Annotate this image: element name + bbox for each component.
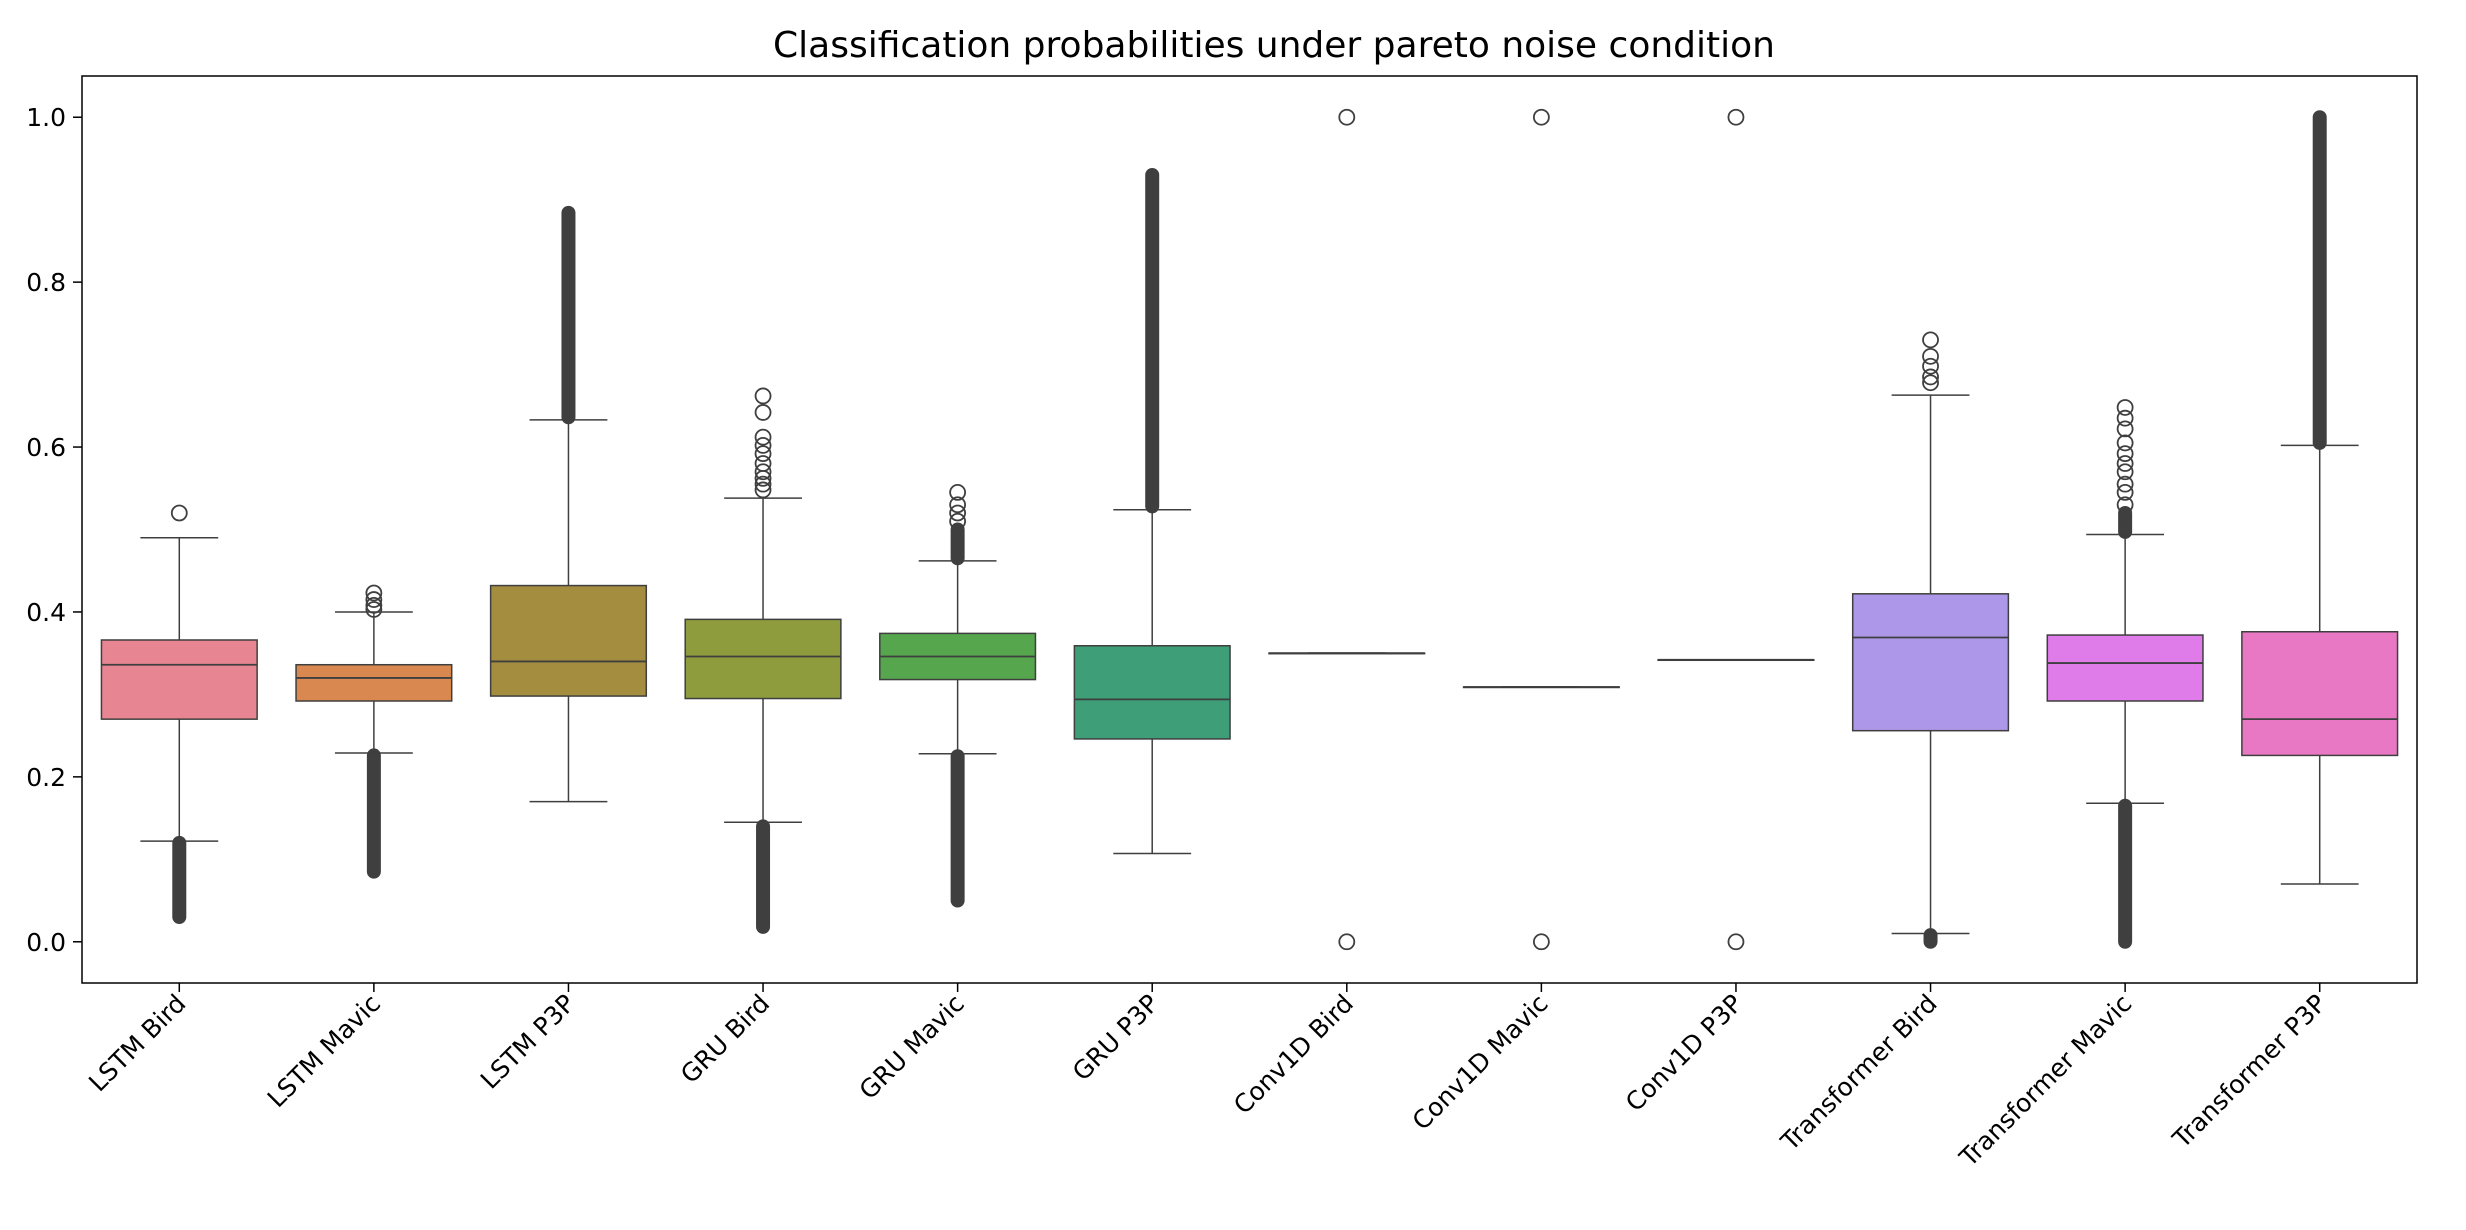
outlier-point bbox=[1922, 331, 1939, 349]
outlier-point bbox=[754, 455, 772, 472]
outlier-point bbox=[754, 445, 772, 463]
x-tick-label: Conv1D Mavic bbox=[1407, 989, 1554, 1136]
y-tick-label: 0.0 bbox=[26, 928, 66, 957]
outlier-point bbox=[2116, 463, 2134, 481]
outlier-point bbox=[2116, 434, 2134, 452]
x-tick-label: Conv1D Bird bbox=[1228, 989, 1359, 1120]
box-iqr bbox=[295, 663, 453, 702]
outlier-point bbox=[1532, 933, 1550, 951]
box-group bbox=[1657, 108, 1815, 951]
y-tick-label: 0.8 bbox=[26, 268, 66, 297]
boxes-layer bbox=[100, 108, 2399, 951]
box-iqr bbox=[684, 618, 842, 700]
y-tick-label: 0.2 bbox=[26, 763, 66, 792]
box-group bbox=[489, 205, 648, 803]
box-group bbox=[1268, 108, 1426, 951]
box-group bbox=[684, 387, 842, 934]
box-iqr bbox=[1073, 645, 1231, 740]
box-group bbox=[100, 504, 258, 925]
x-tick-label: Transformer Mavic bbox=[1953, 989, 2137, 1173]
outlier-point bbox=[365, 591, 383, 608]
outlier-point bbox=[2116, 483, 2134, 501]
x-tick-label: GRU Mavic bbox=[854, 989, 970, 1105]
outlier-point bbox=[2116, 420, 2134, 438]
outlier-point bbox=[754, 475, 772, 493]
outlier-point bbox=[2116, 445, 2134, 463]
box-group bbox=[1462, 108, 1620, 951]
outlier-point bbox=[1727, 108, 1745, 126]
outlier-point bbox=[365, 584, 383, 602]
y-tick-label: 0.4 bbox=[26, 598, 66, 627]
x-tick-label: Transformer Bird bbox=[1775, 989, 1943, 1157]
outlier-point bbox=[2116, 455, 2134, 472]
outlier-point bbox=[1727, 933, 1745, 951]
outlier-point bbox=[1922, 347, 1939, 365]
outlier-point bbox=[754, 428, 772, 446]
box-iqr bbox=[100, 639, 258, 720]
outlier-point bbox=[1338, 108, 1356, 126]
outlier-point bbox=[1922, 368, 1939, 386]
outlier-point bbox=[2116, 409, 2134, 427]
outlier-point bbox=[754, 463, 772, 481]
box-iqr bbox=[489, 584, 648, 697]
outlier-point bbox=[1922, 374, 1939, 392]
x-tick-label: GRU P3P bbox=[1067, 989, 1165, 1087]
box-iqr bbox=[1851, 593, 2010, 732]
box-group bbox=[295, 584, 453, 879]
y-axis: 0.0 0.2 0.4 0.6 0.8 1.0 bbox=[26, 103, 82, 957]
box-iqr bbox=[2046, 634, 2204, 702]
outlier-point bbox=[2116, 475, 2134, 493]
chart-title: Classification probabilities under paret… bbox=[773, 25, 1775, 66]
box-group bbox=[1851, 331, 2010, 949]
outlier-point bbox=[949, 512, 967, 530]
x-tick-label: Conv1D P3P bbox=[1620, 989, 1748, 1117]
box-group bbox=[2046, 399, 2204, 949]
box-group bbox=[2241, 110, 2399, 885]
x-tick-label: GRU Bird bbox=[675, 989, 775, 1089]
y-tick-label: 1.0 bbox=[26, 103, 66, 132]
outlier-point bbox=[949, 504, 967, 522]
y-tick-label: 0.6 bbox=[26, 433, 66, 462]
outlier-point bbox=[754, 387, 772, 405]
box-group bbox=[879, 483, 1037, 908]
outlier-point bbox=[2116, 496, 2134, 514]
outlier-point bbox=[2116, 399, 2134, 416]
outlier-point bbox=[754, 404, 772, 421]
box-iqr bbox=[2241, 630, 2399, 757]
x-tick-label: LSTM Bird bbox=[83, 989, 191, 1097]
outlier-point bbox=[170, 504, 188, 522]
outlier-point bbox=[1532, 108, 1550, 126]
outlier-point bbox=[1922, 357, 1939, 375]
box-group bbox=[1073, 167, 1231, 855]
x-tick-label: LSTM Mavic bbox=[262, 989, 386, 1113]
x-tick-label: LSTM P3P bbox=[475, 989, 581, 1095]
plot-frame bbox=[81, 75, 2418, 984]
outlier-point bbox=[754, 436, 772, 454]
x-tick-label: Transformer P3P bbox=[2166, 989, 2331, 1154]
outlier-point bbox=[949, 483, 967, 501]
outlier-point bbox=[1338, 933, 1356, 951]
x-axis: LSTM Bird LSTM Mavic LSTM P3P GRU Bird GRU M… bbox=[83, 983, 2332, 1173]
outlier-point bbox=[949, 496, 967, 514]
